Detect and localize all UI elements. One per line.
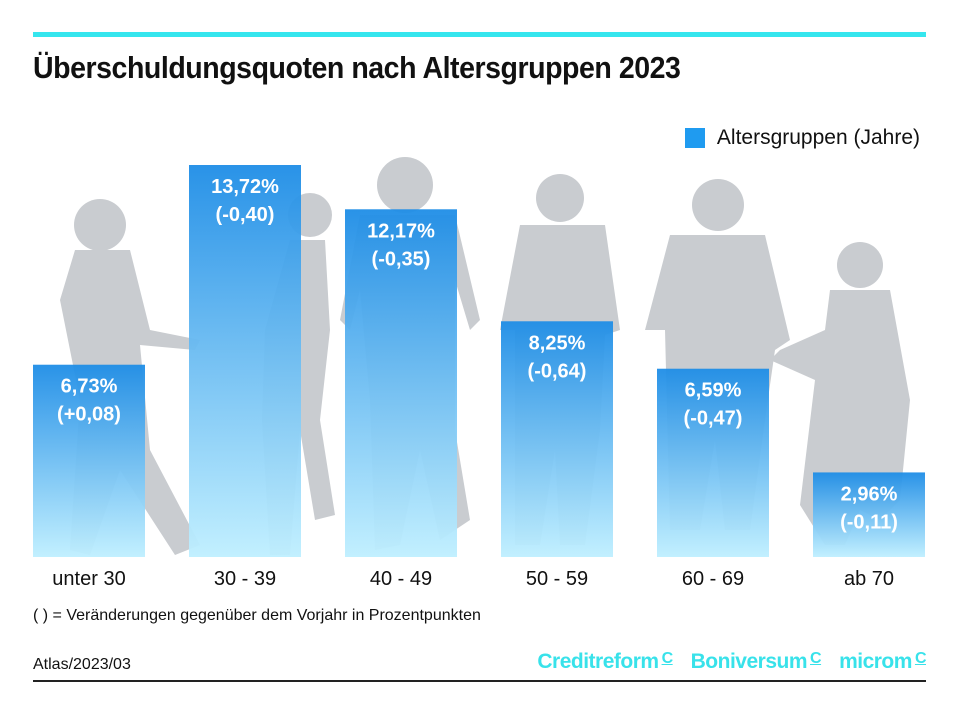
chart-title: Überschuldungsquoten nach Altersgruppen … [33, 50, 681, 85]
bar [813, 472, 925, 557]
logo-boniversum: Boniversum C [690, 650, 822, 673]
x-tick-label: 50 - 59 [525, 568, 589, 590]
change-label: (-0,47) [684, 408, 743, 430]
value-label: 12,17% [367, 220, 435, 242]
footnote: ( ) = Veränderungen gegenüber dem Vorjah… [33, 607, 481, 624]
bottom-line [33, 680, 926, 682]
logo-creditreform: Creditreform C [537, 650, 673, 673]
change-label: (-0,40) [216, 204, 275, 226]
value-label: 8,25% [529, 332, 586, 354]
value-label: 2,96% [841, 483, 898, 505]
legend-label: Altersgruppen (Jahre) [716, 126, 920, 149]
logos: Creditreform C Boniversum C microm C [537, 650, 926, 674]
top-accent-line [33, 32, 926, 37]
change-label: (-0,35) [372, 248, 431, 270]
x-tick-label: unter 30 [52, 568, 126, 590]
x-tick-label: 30 - 39 [213, 568, 277, 590]
x-tick-label: 60 - 69 [681, 568, 745, 590]
bar [501, 321, 613, 557]
bar [33, 364, 145, 557]
value-label: 6,59% [685, 380, 742, 402]
x-tick-label: ab 70 [843, 568, 895, 590]
change-label: (+0,08) [57, 404, 121, 426]
value-label: 13,72% [211, 176, 279, 198]
bar [345, 209, 457, 558]
people-silhouettes [60, 157, 910, 555]
source-label: Atlas/2023/03 [33, 656, 131, 673]
change-label: (-0,11) [840, 511, 898, 533]
change-label: (-0,64) [528, 360, 587, 382]
value-label: 6,73% [61, 376, 118, 398]
bar [189, 165, 301, 557]
legend-swatch [684, 128, 705, 148]
legend: Altersgruppen (Jahre) [684, 126, 920, 150]
logo-microm: microm C [839, 650, 926, 673]
bar [657, 368, 769, 557]
x-tick-label: 40 - 49 [369, 568, 433, 590]
